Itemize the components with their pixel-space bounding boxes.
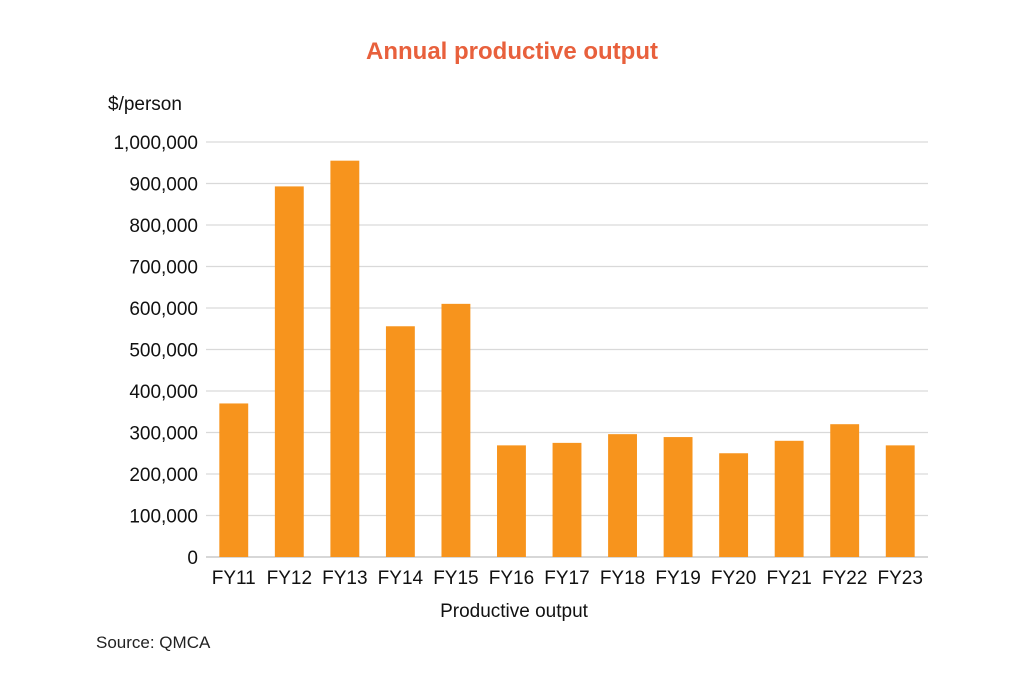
y-tick-label: 0	[187, 548, 198, 569]
y-tick-label: 1,000,000	[113, 133, 198, 154]
chart-title: Annual productive output	[366, 38, 658, 65]
bar-fy11	[219, 403, 249, 557]
y-tick-label: 200,000	[129, 465, 198, 486]
bar-fy15	[441, 303, 471, 557]
x-axis-label: Productive output	[440, 601, 588, 622]
bars	[219, 160, 915, 558]
x-tick-label: FY14	[378, 568, 424, 589]
y-tick-label: 400,000	[129, 382, 198, 403]
bar-fy20	[719, 453, 749, 557]
y-tick-label: 800,000	[129, 216, 198, 237]
x-tick-label: FY11	[212, 568, 256, 589]
x-axis-ticks: FY11 FY12 FY13 FY14 FY15 FY16 FY17 FY18 FY19 FY20…	[212, 568, 923, 589]
bar-fy16	[497, 445, 526, 557]
y-tick-label: 300,000	[129, 424, 198, 445]
x-tick-label: FY12	[267, 568, 312, 589]
x-tick-label: FY21	[766, 568, 811, 589]
y-tick-label: 500,000	[129, 341, 198, 362]
bar-fy19	[663, 437, 693, 557]
bar-fy12	[274, 186, 304, 557]
y-tick-label: 600,000	[129, 299, 198, 320]
x-tick-label: FY13	[322, 568, 367, 589]
x-tick-label: FY15	[433, 568, 478, 589]
y-axis-unit-label: $/person	[108, 94, 182, 115]
y-tick-label: 700,000	[129, 258, 198, 279]
x-tick-label: FY19	[655, 568, 700, 589]
x-tick-label: FY20	[711, 568, 756, 589]
bar-fy18	[608, 434, 637, 557]
bar-fy23	[885, 445, 915, 557]
x-tick-label: FY18	[600, 568, 645, 589]
x-tick-label: FY17	[544, 568, 589, 589]
bar-fy17	[552, 442, 582, 557]
bar-fy14	[385, 326, 415, 557]
y-tick-label: 100,000	[129, 507, 198, 528]
bar-fy21	[774, 440, 804, 557]
y-axis-ticks: 0 100,000 200,000 300,000 400,000 500,000 600,…	[113, 133, 198, 569]
x-tick-label: FY16	[489, 568, 534, 589]
x-tick-label: FY23	[878, 568, 923, 589]
y-tick-label: 900,000	[129, 175, 198, 196]
source-note: Source: QMCA	[96, 633, 211, 652]
bar-fy22	[830, 424, 860, 557]
x-tick-label: FY22	[822, 568, 867, 589]
bar-fy13	[330, 160, 360, 558]
